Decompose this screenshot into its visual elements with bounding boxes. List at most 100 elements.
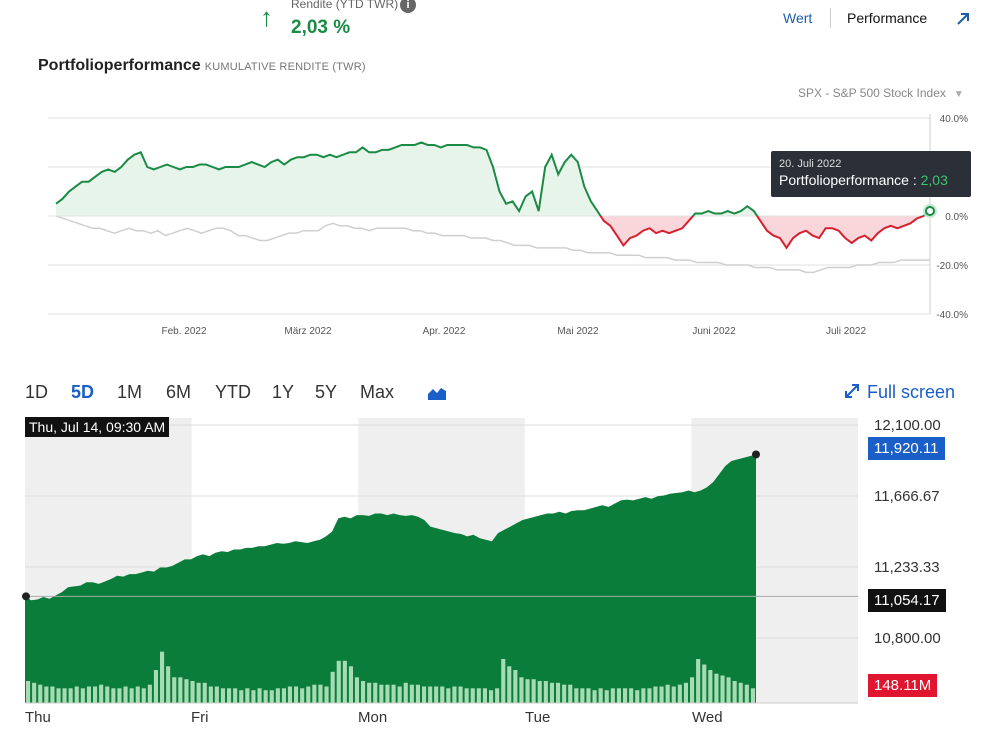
volume-bar bbox=[44, 686, 49, 703]
arrow-up-right-icon[interactable] bbox=[954, 10, 972, 28]
volume-bar bbox=[348, 666, 353, 703]
volume-bar bbox=[458, 686, 463, 703]
volume-bar bbox=[452, 686, 457, 703]
volume-bar bbox=[178, 677, 183, 703]
benchmark-line bbox=[55, 215, 930, 274]
volume-bar bbox=[141, 688, 146, 703]
volume-bar bbox=[592, 690, 597, 703]
volume-bar bbox=[50, 686, 55, 703]
tooltip-series: Portfolioperformance : 2,03 bbox=[779, 172, 948, 188]
volume-bar bbox=[586, 688, 591, 703]
volume-bar bbox=[519, 677, 524, 703]
perf-y-tick: 0.0% bbox=[945, 212, 968, 223]
range-button-1m[interactable]: 1M bbox=[117, 382, 143, 402]
volume-bar bbox=[562, 684, 567, 703]
volume-bar bbox=[342, 660, 347, 703]
perf-x-tick: Apr. 2022 bbox=[423, 326, 466, 337]
perf-x-tick: Juni 2022 bbox=[692, 326, 736, 337]
volume-bar bbox=[184, 679, 189, 703]
volume-bar bbox=[239, 690, 244, 703]
area-chart-icon[interactable] bbox=[427, 385, 447, 401]
volume-bar bbox=[354, 677, 359, 703]
volume-bar bbox=[495, 688, 500, 703]
tab-wert[interactable]: Wert bbox=[783, 10, 813, 26]
volume-bar bbox=[306, 686, 311, 703]
ytd-label: Rendite (YTD TWR) bbox=[291, 0, 399, 11]
perf-y-tick: -40.0% bbox=[936, 310, 968, 321]
volume-bar bbox=[464, 688, 469, 703]
volume-bar bbox=[653, 686, 658, 703]
volume-bar bbox=[543, 681, 548, 703]
volume-bar bbox=[80, 688, 85, 703]
benchmark-select[interactable]: SPX - S&P 500 Stock Index ▼ bbox=[798, 86, 964, 100]
fullscreen-button[interactable]: Full screen bbox=[843, 382, 955, 403]
volume-bar bbox=[257, 688, 262, 703]
volume-bar bbox=[208, 686, 213, 703]
volume-bar bbox=[726, 677, 731, 703]
volume-bar bbox=[714, 673, 719, 703]
range-button-1y[interactable]: 1Y bbox=[272, 382, 295, 402]
volume-bar bbox=[647, 688, 652, 703]
volume-bar bbox=[245, 688, 250, 703]
range-button-max[interactable]: Max bbox=[360, 382, 395, 402]
volume-bar bbox=[629, 688, 634, 703]
volume-bar bbox=[470, 688, 475, 703]
volume-bar bbox=[610, 688, 615, 703]
range-button-1d[interactable]: 1D bbox=[25, 382, 49, 402]
chart-tooltip: 20. Juli 2022 Portfolioperformance : 2,0… bbox=[771, 151, 971, 197]
crosshair-date-label: Thu, Jul 14, 09:30 AM bbox=[25, 417, 170, 437]
perf-y-tick: -20.0% bbox=[936, 261, 968, 272]
chevron-down-icon: ▼ bbox=[953, 89, 964, 100]
tooltip-series-label: Portfolioperformance : bbox=[779, 172, 921, 188]
volume-bar bbox=[531, 679, 536, 703]
tab-divider bbox=[830, 8, 831, 28]
intra-y-tick: 10,800.00 bbox=[874, 630, 941, 647]
volume-bar bbox=[117, 688, 122, 703]
intra-x-tick: Mon bbox=[358, 709, 387, 726]
volume-bar bbox=[677, 684, 682, 703]
volume-bar bbox=[482, 688, 487, 703]
volume-bar bbox=[580, 688, 585, 703]
volume-bar bbox=[300, 688, 305, 703]
last-price-marker bbox=[752, 450, 760, 459]
tooltip-value: 2,03 bbox=[920, 172, 948, 188]
perf-x-tick: Juli 2022 bbox=[826, 326, 866, 337]
volume-bar bbox=[330, 671, 335, 703]
volume-bar bbox=[489, 690, 494, 703]
volume-bar bbox=[568, 684, 573, 703]
perf-chart-title: Portfolioperformance KUMULATIVE RENDITE (… bbox=[38, 57, 366, 75]
volume-bar bbox=[403, 682, 408, 703]
volume-bar bbox=[744, 684, 749, 703]
portfolio-area-negative bbox=[56, 216, 930, 248]
range-button-ytd[interactable]: YTD bbox=[215, 382, 251, 402]
volume-bar bbox=[123, 686, 128, 703]
volume-bar bbox=[281, 688, 286, 703]
volume-bar bbox=[641, 688, 646, 703]
volume-bar bbox=[738, 682, 743, 703]
volume-bar bbox=[220, 688, 225, 703]
volume-bar bbox=[263, 690, 268, 703]
volume-bar bbox=[294, 686, 299, 703]
arrow-up-icon: ↑ bbox=[260, 2, 273, 32]
perf-y-tick: 40.0% bbox=[940, 114, 968, 125]
volume-bar bbox=[574, 688, 579, 703]
volume-bar bbox=[214, 686, 219, 703]
range-button-6m[interactable]: 6M bbox=[166, 382, 192, 402]
volume-bar bbox=[56, 688, 61, 703]
volume-bar bbox=[720, 675, 725, 703]
volume-bar bbox=[373, 682, 378, 703]
volume-bar bbox=[336, 660, 341, 703]
range-button-5d[interactable]: 5D bbox=[71, 382, 95, 402]
tab-performance[interactable]: Performance bbox=[847, 10, 928, 26]
volume-bar bbox=[367, 682, 372, 703]
volume-bar bbox=[196, 682, 201, 703]
volume-tag: 148.11M bbox=[868, 674, 938, 697]
performance-chart: 40.0%20.0%0.0%-20.0%-40.0%Feb. 2022März … bbox=[48, 114, 968, 337]
fullscreen-label: Full screen bbox=[867, 382, 956, 402]
volume-bar bbox=[68, 688, 73, 703]
perf-x-tick: Mai 2022 bbox=[557, 326, 599, 337]
info-icon[interactable]: i bbox=[400, 0, 416, 13]
range-button-5y[interactable]: 5Y bbox=[315, 382, 338, 402]
ytd-value: 2,03 % bbox=[291, 17, 351, 38]
